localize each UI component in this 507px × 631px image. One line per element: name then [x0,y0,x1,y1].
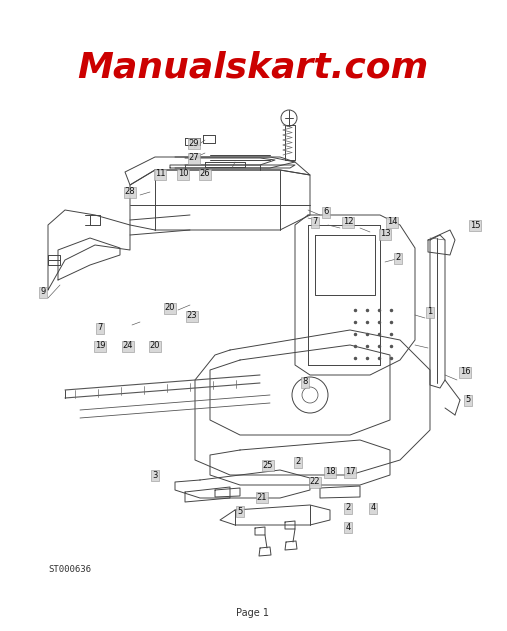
Text: 18: 18 [324,468,335,476]
Text: 17: 17 [345,468,355,476]
Text: 3: 3 [152,471,158,480]
Text: 4: 4 [371,504,376,512]
Text: Manualskart.com: Manualskart.com [78,51,428,85]
Text: 22: 22 [310,478,320,487]
Text: 7: 7 [97,324,103,333]
Text: 9: 9 [41,288,46,297]
Text: 15: 15 [470,220,480,230]
Text: 11: 11 [155,170,165,179]
Text: 20: 20 [150,341,160,350]
Text: 24: 24 [123,341,133,350]
Text: 5: 5 [465,396,470,404]
Text: 5: 5 [237,507,243,516]
Text: 27: 27 [189,153,199,163]
Text: 26: 26 [200,170,210,179]
Text: 6: 6 [323,208,329,216]
Text: 25: 25 [263,461,273,469]
Text: 13: 13 [380,230,390,239]
Text: ST000636: ST000636 [48,565,91,574]
Text: 12: 12 [343,218,353,227]
Text: 2: 2 [395,254,401,262]
Text: 8: 8 [302,377,308,387]
Text: 7: 7 [312,218,318,227]
Text: 20: 20 [165,304,175,312]
Text: 4: 4 [345,522,351,531]
Text: 2: 2 [296,457,301,466]
Text: 29: 29 [189,138,199,148]
Text: 16: 16 [460,367,470,377]
Text: 23: 23 [187,312,197,321]
Text: 14: 14 [387,218,397,227]
Text: 2: 2 [345,504,351,512]
Text: 21: 21 [257,493,267,502]
Text: 1: 1 [427,307,432,317]
Text: 28: 28 [125,187,135,196]
Text: Page 1: Page 1 [236,608,270,618]
Text: 10: 10 [178,170,188,179]
Text: 19: 19 [95,341,105,350]
